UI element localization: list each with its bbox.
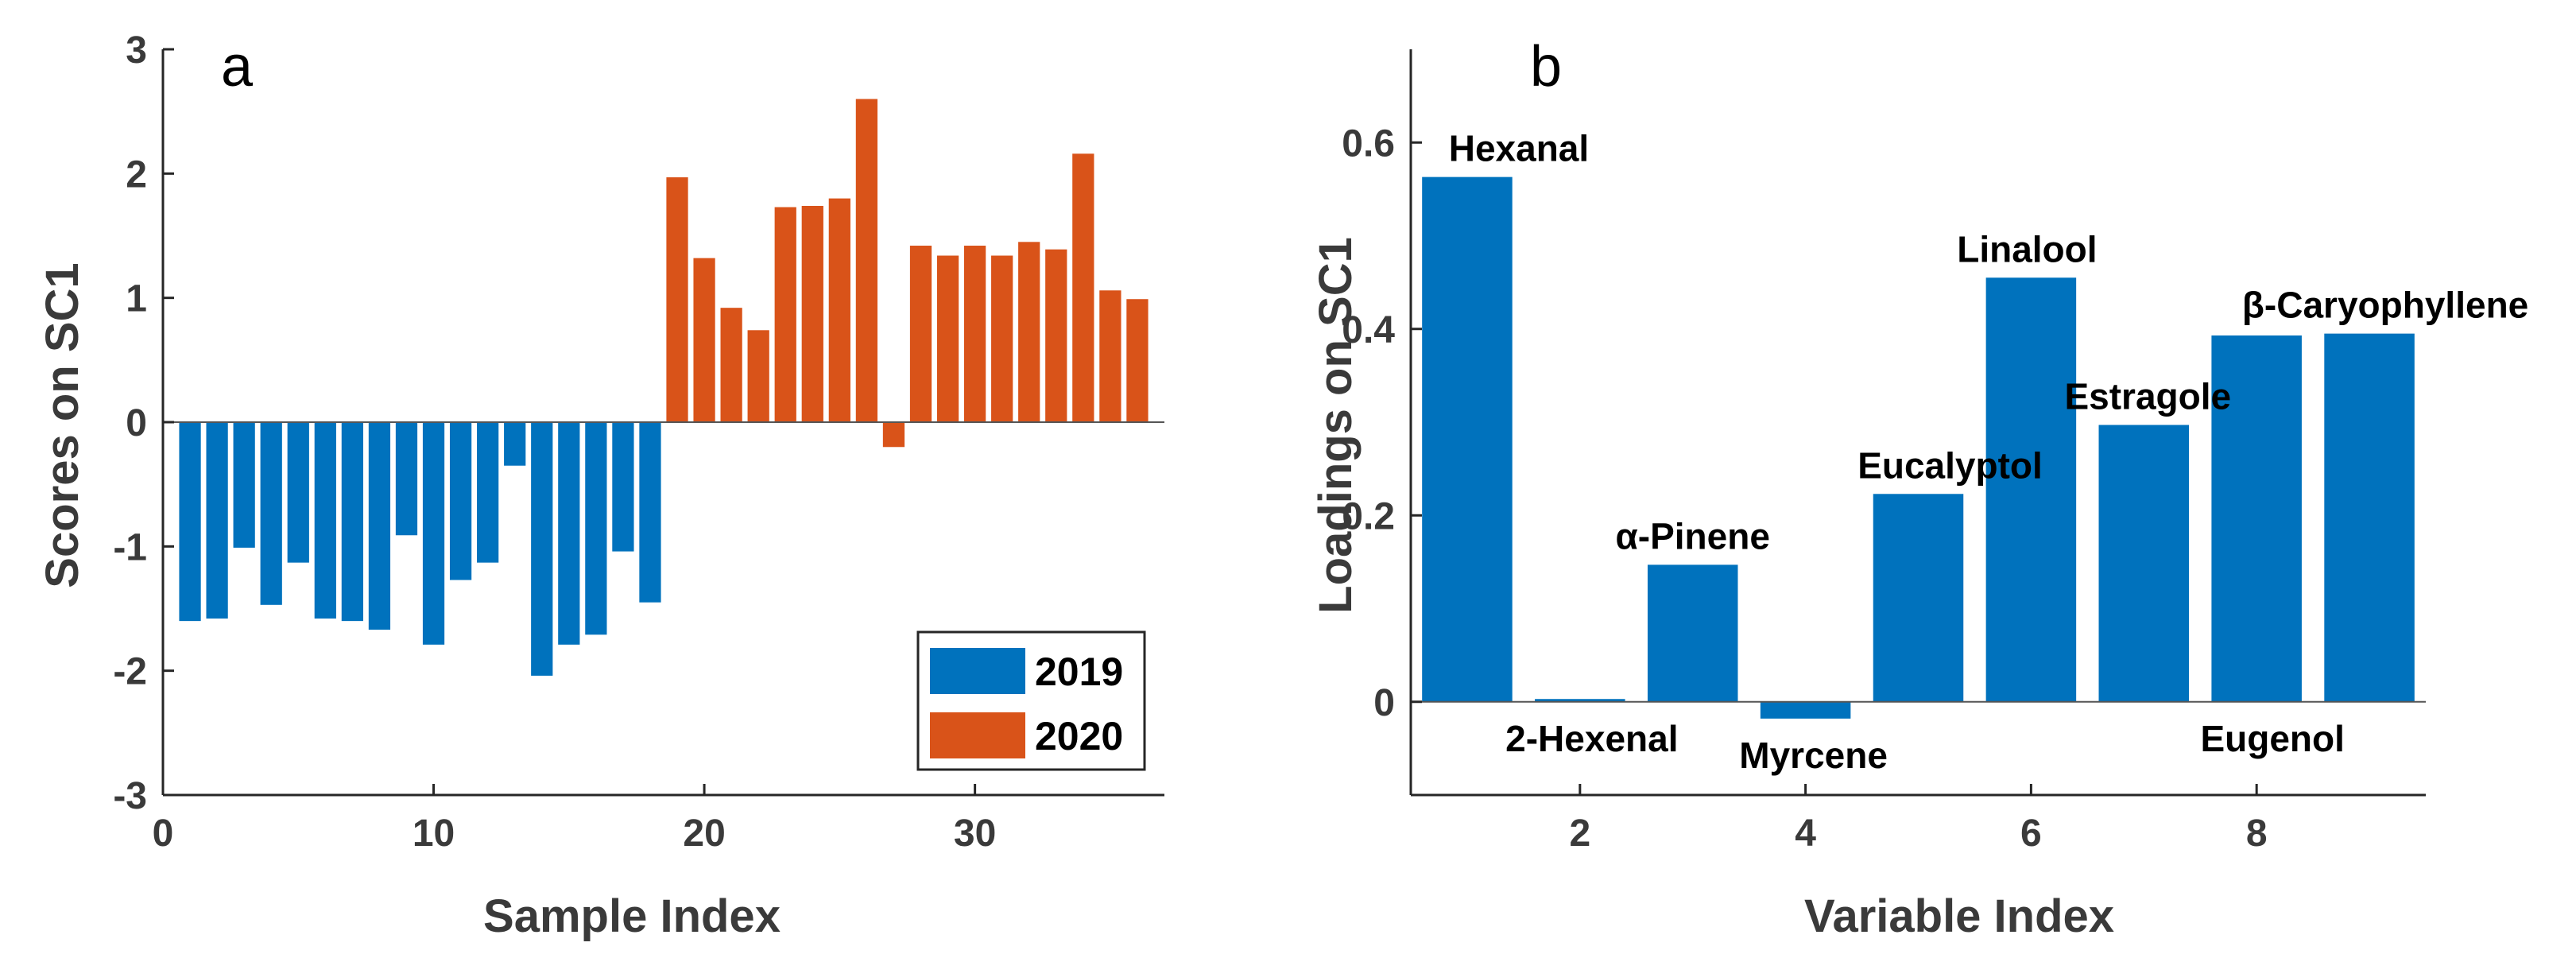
- annotation-7: Estragole: [2064, 376, 2231, 417]
- panel-b-label: b: [1530, 35, 1562, 99]
- bar-2020-sample-35: [1099, 290, 1121, 422]
- bar-2019-sample-2: [206, 422, 228, 619]
- panel-b-axes: 0 0.2 0.4 0.6 2 4 6 8: [1342, 49, 2426, 855]
- panel-b-bars: [1422, 176, 2415, 719]
- bar-2020-sample-23: [774, 207, 796, 422]
- panel-b-x-tick-label: 2: [1569, 813, 1590, 855]
- bar-2020-sample-28: [909, 246, 932, 422]
- bar-variable-3: [1647, 564, 1738, 702]
- bar-variable-5: [1873, 494, 1964, 702]
- bar-variable-9: [2324, 333, 2415, 702]
- panel-a-y-axis-label: Scores on SC1: [37, 262, 88, 588]
- bar-2019-sample-9: [395, 422, 418, 536]
- bar-2020-sample-22: [747, 330, 769, 422]
- panel-a-y-tick-label: 0: [126, 402, 147, 444]
- panel-b-y-tick-label: 0.2: [1342, 495, 1395, 537]
- panel-b-y-axis-label: Loadings on SC1: [1310, 237, 1362, 614]
- panel-a-y-tick-label: 1: [126, 278, 147, 320]
- bar-2020-sample-29: [936, 255, 959, 422]
- bar-variable-4: [1760, 701, 1851, 719]
- panel-a-x-tick-label: 20: [683, 813, 725, 855]
- panel-b-y-tick-label: 0.6: [1342, 122, 1395, 165]
- bar-2020-sample-21: [720, 308, 742, 422]
- bar-variable-8: [2211, 335, 2302, 702]
- bar-2019-sample-18: [639, 422, 661, 603]
- annotation-6: Linalool: [1957, 228, 2097, 270]
- annotation-5: Eucalyptol: [1857, 444, 2043, 486]
- panel-a-x-tick-label: 10: [413, 813, 455, 855]
- panel-b-x-axis-label: Variable Index: [1804, 890, 2114, 942]
- bar-2019-sample-7: [341, 422, 363, 622]
- legend-swatch-2020: [930, 712, 1025, 758]
- panel-a-y-tick-label: 3: [126, 29, 147, 72]
- legend-label-2019: 2019: [1035, 650, 1123, 694]
- panel-a-y-tick-label: -2: [113, 651, 147, 693]
- bar-2020-sample-30: [964, 246, 986, 422]
- panel-b-x-tick-label: 6: [2020, 813, 2042, 855]
- panel-a-legend: 2019 2020: [916, 630, 1146, 771]
- bar-2019-sample-1: [179, 422, 201, 622]
- legend-swatch-2019: [930, 648, 1025, 694]
- bar-variable-6: [1985, 277, 2077, 702]
- bar-2020-sample-31: [991, 255, 1013, 422]
- bar-variable-2: [1535, 699, 1625, 702]
- bar-2020-sample-26: [855, 99, 878, 423]
- panel-a-x-tick-label: 30: [954, 813, 996, 855]
- bar-2019-sample-15: [558, 422, 580, 645]
- bar-2020-sample-32: [1018, 242, 1040, 422]
- bar-2020-sample-24: [801, 205, 823, 422]
- bar-2020-sample-33: [1045, 249, 1067, 422]
- panel-b-y-tick-label: 0: [1373, 682, 1395, 724]
- bar-2019-sample-10: [422, 422, 445, 645]
- bar-2020-sample-19: [666, 177, 688, 423]
- bar-2019-sample-6: [314, 422, 336, 619]
- bar-2019-sample-8: [368, 422, 391, 630]
- panel-b-x-tick-label: 8: [2246, 813, 2268, 855]
- panel-b-annotations: Hexanal 2-Hexenal α-Pinene Myrcene Eucalypto…: [1449, 128, 2529, 776]
- panel-a-x-axis-label: Sample Index: [483, 890, 781, 942]
- bar-2019-sample-14: [531, 422, 553, 676]
- bar-variable-7: [2098, 425, 2190, 702]
- bar-2020-sample-20: [693, 258, 715, 422]
- annotation-3: α-Pinene: [1616, 515, 1770, 557]
- panel-a-label: a: [221, 35, 254, 99]
- panel-b-loadings-chart: 0 0.2 0.4 0.6 2 4 6 8 Hexanal 2-Hexenal α-Pinene M…: [1310, 35, 2528, 942]
- legend-label-2020: 2020: [1035, 714, 1123, 758]
- annotation-8: Eugenol: [2200, 718, 2344, 759]
- bar-2019-sample-13: [504, 422, 526, 466]
- bar-2020-sample-34: [1072, 153, 1094, 422]
- panel-b-x-tick-label: 4: [1795, 813, 1816, 855]
- bar-2019-sample-16: [585, 422, 607, 635]
- annotation-9: β-Caryophyllene: [2242, 285, 2528, 326]
- panel-a-y-tick-label: -3: [113, 775, 147, 817]
- panel-b-y-tick-label: 0.4: [1342, 309, 1395, 351]
- bar-2020-sample-27: [882, 422, 905, 448]
- bar-2019-sample-5: [287, 422, 309, 563]
- bar-2019-sample-12: [477, 422, 499, 563]
- bar-2020-sample-36: [1126, 299, 1149, 422]
- bar-2019-sample-3: [233, 422, 255, 548]
- panel-a-bars: [179, 99, 1149, 676]
- annotation-1: Hexanal: [1449, 128, 1589, 169]
- bar-2019-sample-11: [449, 422, 472, 580]
- bar-2020-sample-25: [828, 198, 850, 422]
- annotation-2: 2-Hexenal: [1505, 718, 1678, 759]
- panel-a-x-tick-label: 0: [153, 813, 174, 855]
- bar-variable-1: [1422, 176, 1513, 702]
- bar-2019-sample-17: [612, 422, 634, 552]
- panel-a-y-tick-label: -1: [113, 526, 147, 568]
- bar-2019-sample-4: [260, 422, 282, 605]
- panel-a-y-tick-label: 2: [126, 153, 147, 196]
- annotation-4: Myrcene: [1739, 735, 1888, 776]
